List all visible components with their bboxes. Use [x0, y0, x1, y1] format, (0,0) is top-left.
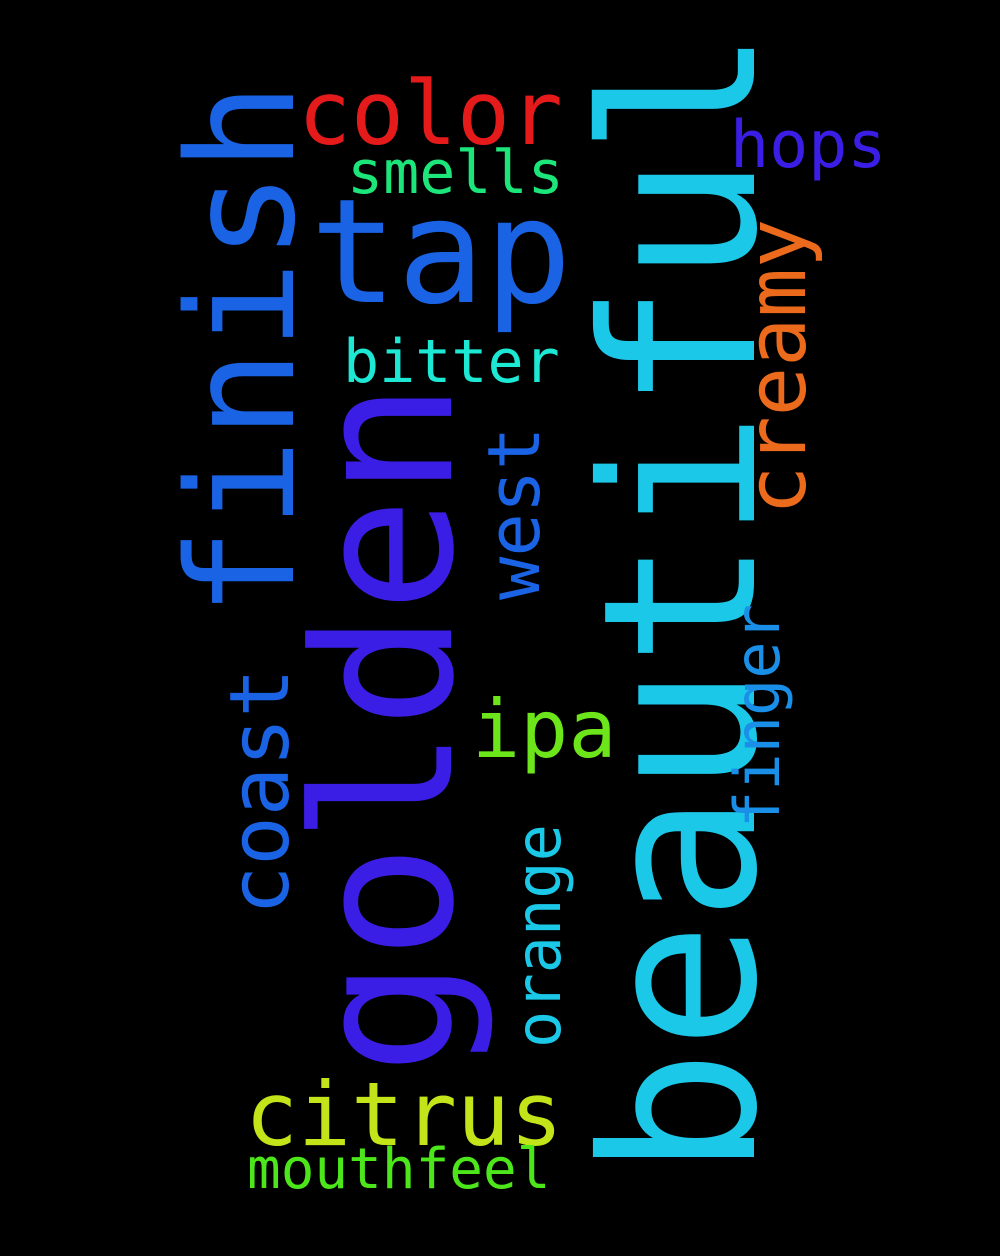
word-tap: tap — [310, 168, 572, 337]
word-coast: coast — [213, 668, 308, 915]
word-bitter: bitter — [343, 327, 560, 397]
word-finish: finish — [156, 82, 328, 617]
word-mouthfeel: mouthfeel — [247, 1137, 551, 1202]
word-hops: hops — [730, 108, 887, 183]
word-orange: orange — [502, 824, 575, 1048]
word-ipa: ipa — [472, 683, 617, 776]
word-finger: finger — [721, 604, 794, 828]
word-smells: smells — [347, 138, 564, 208]
word-creamy: creamy — [730, 218, 825, 515]
word-citrus: citrus — [245, 1063, 563, 1166]
word-west: west — [472, 426, 556, 600]
word-beautiful: beautiful — [557, 28, 804, 1177]
word-color: color — [298, 62, 563, 165]
